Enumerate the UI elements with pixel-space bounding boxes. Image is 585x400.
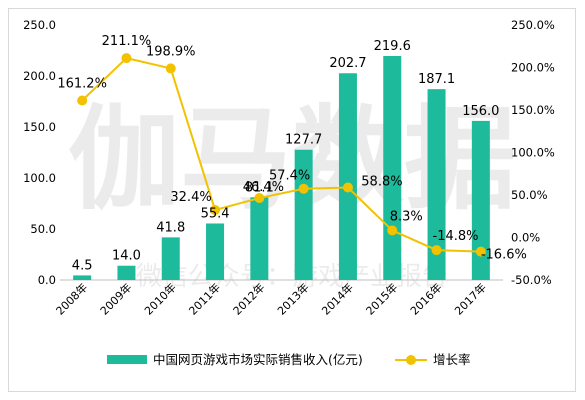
y-left-tick-label: 200.0 xyxy=(23,69,56,83)
bar xyxy=(250,197,269,280)
bar xyxy=(427,89,446,281)
growth-point xyxy=(431,245,442,256)
x-tick-label: 2008年 xyxy=(53,280,90,317)
y-left-tick-label: 50.0 xyxy=(30,222,56,236)
legend: 中国网页游戏市场实际销售收入(亿元) 增长率 xyxy=(107,352,471,367)
bar-value-label: 14.0 xyxy=(112,249,141,264)
growth-point xyxy=(298,183,309,194)
y-right-tick-label: -50.0% xyxy=(511,273,552,287)
data-labels: 4.5 14.0 41.8 55.4 81.1 127.7 202.7 219.6 187.1 1… xyxy=(57,34,526,273)
bar-value-label: 81.1 xyxy=(245,180,274,195)
bar xyxy=(338,73,357,280)
legend-line-label: 增长率 xyxy=(433,352,471,367)
growth-point xyxy=(387,225,398,236)
bar xyxy=(471,120,490,280)
growth-point xyxy=(210,204,221,215)
growth-value-label: 211.1% xyxy=(102,34,152,49)
growth-value-label: 58.8% xyxy=(361,175,402,190)
bar-value-label: 41.8 xyxy=(156,220,185,235)
y-left-tick-label: 250.0 xyxy=(23,18,56,32)
bar-value-label: 219.6 xyxy=(374,39,411,54)
x-tick-label: 2009年 xyxy=(97,280,134,317)
bar xyxy=(383,56,402,281)
bar-value-label: 55.4 xyxy=(201,206,230,221)
growth-value-label: 46.4% xyxy=(243,180,284,195)
growth-value-label: 57.4% xyxy=(269,169,310,184)
legend-bar-swatch xyxy=(107,355,147,364)
watermark-big: 伽马数据 xyxy=(68,95,516,225)
y-right-tick-label: 100.0% xyxy=(511,146,555,160)
x-tick-label: 2017年 xyxy=(451,280,488,317)
growth-point xyxy=(475,246,486,257)
growth-value-label: -14.8% xyxy=(433,229,479,244)
bar-value-label: 4.5 xyxy=(72,258,93,273)
y-right-tick-label: 0.0% xyxy=(511,231,540,245)
growth-point xyxy=(165,63,176,74)
bar-series xyxy=(73,56,490,281)
growth-point xyxy=(342,182,353,193)
bar xyxy=(117,265,136,280)
bar-value-label: 127.7 xyxy=(285,133,322,148)
legend-bar-label: 中国网页游戏市场实际销售收入(亿元) xyxy=(153,352,363,367)
bar-value-label: 187.1 xyxy=(418,72,455,87)
bar xyxy=(73,275,92,280)
growth-value-label: 8.3% xyxy=(390,209,423,224)
bar xyxy=(206,223,225,280)
y-right-tick-label: 200.0% xyxy=(511,61,555,75)
growth-line xyxy=(81,56,481,253)
growth-point xyxy=(254,193,265,204)
bar xyxy=(161,237,180,280)
line-series xyxy=(77,53,486,257)
growth-value-label: -16.6% xyxy=(481,248,527,263)
bar xyxy=(294,149,313,280)
bar-value-label: 202.7 xyxy=(329,56,366,71)
y-right-tick-label: 150.0% xyxy=(511,103,555,117)
y-left-tick-label: 150.0 xyxy=(23,120,56,134)
growth-point xyxy=(77,95,88,106)
bar-value-label: 156.0 xyxy=(462,104,499,119)
growth-value-label: 198.9% xyxy=(146,44,196,59)
growth-value-label: 161.2% xyxy=(57,76,107,91)
growth-value-label: 32.4% xyxy=(170,190,211,205)
y-right-tick-label: 50.0% xyxy=(511,188,548,202)
y-left-tick-label: 0.0 xyxy=(38,273,56,287)
growth-point xyxy=(121,53,132,64)
y-left-tick-label: 100.0 xyxy=(23,171,56,185)
y-right-tick-label: 250.0% xyxy=(511,18,555,32)
legend-line-marker xyxy=(406,355,416,365)
